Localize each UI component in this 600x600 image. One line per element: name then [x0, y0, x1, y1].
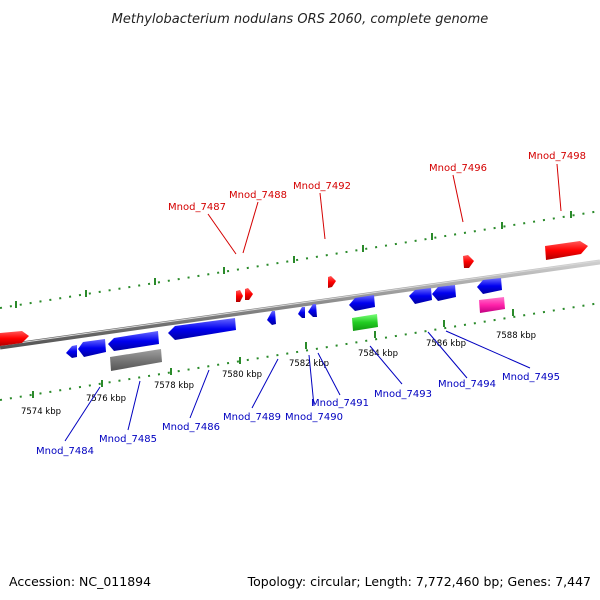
- scale-label-7582: 7582 kbp: [289, 359, 329, 369]
- scale-label-7576: 7576 kbp: [86, 394, 126, 404]
- lower-scale-ticks: [32, 309, 514, 398]
- label-mnod-7489[interactable]: Mnod_7489: [223, 412, 281, 423]
- feature-block-gray[interactable]: [110, 349, 162, 371]
- gene-arrow-mnod-7494[interactable]: [409, 288, 432, 304]
- genome-backbone: [0, 259, 600, 350]
- gene-arrow-mnod-7490[interactable]: [298, 307, 305, 318]
- gene-arrow-mnod-7484[interactable]: [66, 345, 77, 358]
- gene-arrow-mnod-7485[interactable]: [108, 331, 159, 351]
- gene-arrow-mnod-7496[interactable]: [463, 255, 474, 268]
- feature-block-green[interactable]: [352, 314, 378, 331]
- label-mnod-7495[interactable]: Mnod_7495: [502, 372, 560, 383]
- gene-arrow-mnod-7487[interactable]: [236, 290, 243, 302]
- label-mnod-7492[interactable]: Mnod_7492: [293, 181, 351, 192]
- forward-callout-lines: [207, 163, 562, 255]
- scale-label-7588: 7588 kbp: [496, 331, 536, 341]
- gene-arrow-mnod-7498[interactable]: [545, 241, 588, 260]
- label-mnod-7488[interactable]: Mnod_7488: [229, 190, 287, 201]
- gene-arrow-mnod-7489[interactable]: [267, 311, 276, 325]
- upper-scale-line: [0, 210, 600, 309]
- label-mnod-7496[interactable]: Mnod_7496: [429, 163, 487, 174]
- label-mnod-7491[interactable]: Mnod_7491: [311, 398, 369, 409]
- label-mnod-7487[interactable]: Mnod_7487: [168, 202, 226, 213]
- feature-block-magenta[interactable]: [479, 297, 505, 313]
- scale-label-7578: 7578 kbp: [154, 381, 194, 391]
- label-mnod-7490[interactable]: Mnod_7490: [285, 412, 343, 423]
- gene-arrow-left-edge[interactable]: [0, 331, 29, 346]
- label-mnod-7485[interactable]: Mnod_7485: [99, 434, 157, 445]
- scale-label-7580: 7580 kbp: [222, 370, 262, 380]
- reverse-callout-lines: [64, 330, 531, 442]
- scale-label-7586: 7586 kbp: [426, 339, 466, 349]
- gene-arrow-mnod-7494b[interactable]: [432, 285, 456, 301]
- genome-title: Methylobacterium nodulans ORS 2060, comp…: [112, 12, 489, 27]
- gene-arrow-mnod-7484b[interactable]: [78, 339, 106, 357]
- upper-scale-ticks: [15, 211, 572, 308]
- scale-label-7584: 7584 kbp: [358, 349, 398, 359]
- gene-arrow-mnod-7486[interactable]: [168, 318, 236, 340]
- backbone-highlight: [0, 260, 600, 347]
- lower-scale-line: [0, 302, 600, 401]
- label-mnod-7486[interactable]: Mnod_7486: [162, 422, 220, 433]
- scale-label-7574: 7574 kbp: [21, 407, 61, 417]
- label-mnod-7498[interactable]: Mnod_7498: [528, 151, 586, 162]
- gene-arrow-mnod-7491[interactable]: [308, 304, 317, 317]
- label-mnod-7493[interactable]: Mnod_7493: [374, 389, 432, 400]
- gene-arrow-mnod-7495[interactable]: [477, 278, 502, 294]
- label-mnod-7484[interactable]: Mnod_7484: [36, 446, 94, 457]
- accession-text: Accession: NC_011894: [9, 574, 151, 589]
- label-mnod-7494[interactable]: Mnod_7494: [438, 379, 496, 390]
- gene-arrow-mnod-7488[interactable]: [245, 288, 253, 300]
- gene-arrow-mnod-7492[interactable]: [328, 276, 336, 288]
- gene-arrow-mnod-7493[interactable]: [349, 295, 375, 311]
- genome-summary-text: Topology: circular; Length: 7,772,460 bp…: [247, 574, 591, 589]
